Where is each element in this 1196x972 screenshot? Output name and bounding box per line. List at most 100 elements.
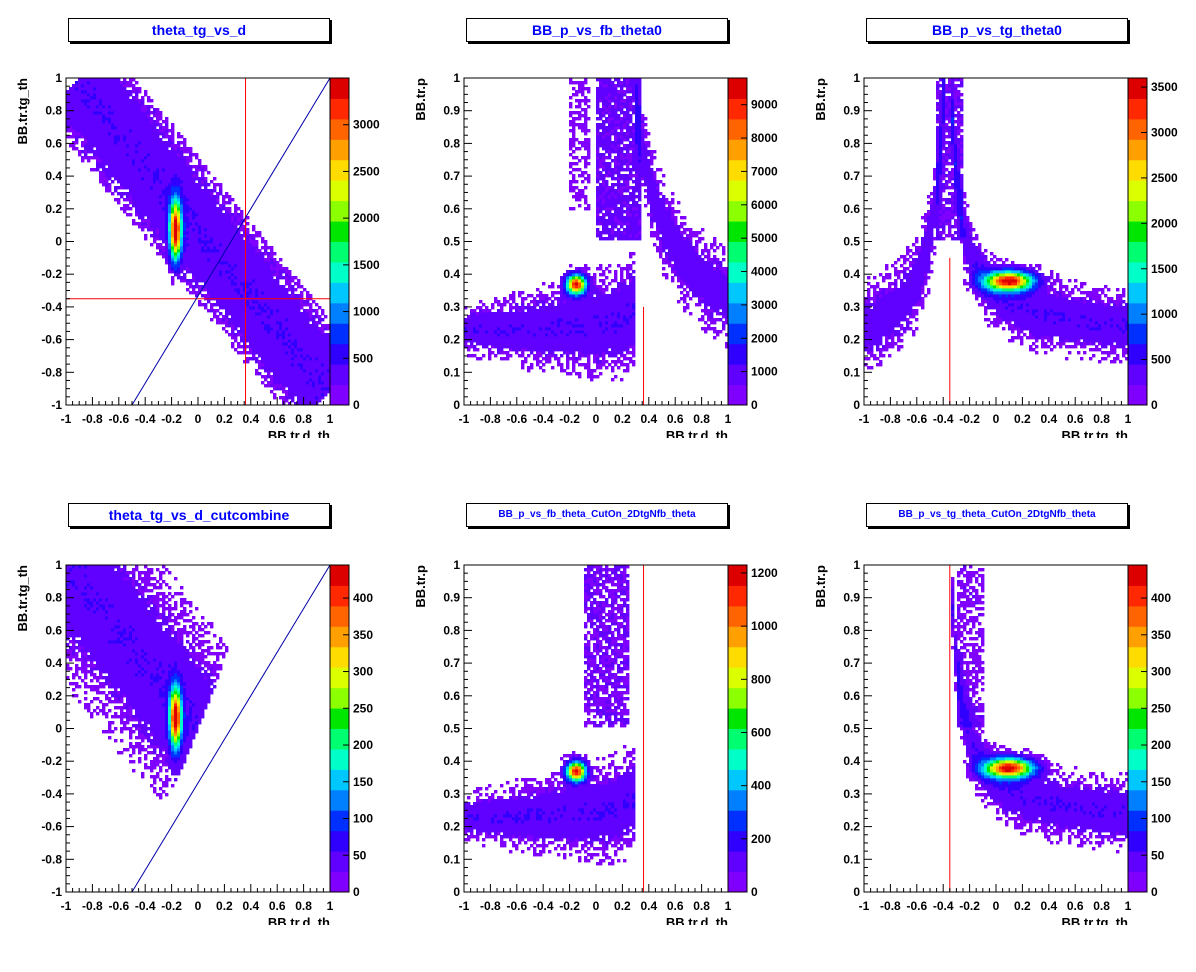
heatmap-cell: [596, 192, 600, 196]
heatmap-cell: [515, 306, 519, 310]
heatmap-cell: [294, 300, 298, 304]
heatmap-cell: [216, 315, 220, 319]
heatmap-cell: [282, 291, 286, 295]
heatmap-cell: [237, 213, 241, 217]
heatmap-cell: [225, 201, 229, 205]
heatmap-cell: [587, 333, 591, 337]
heatmap-cell: [599, 288, 603, 292]
heatmap-cell: [575, 303, 579, 307]
heatmap-cell: [198, 288, 202, 292]
heatmap-cell: [581, 318, 585, 322]
heatmap-cell: [261, 318, 265, 322]
heatmap-cell: [204, 210, 208, 214]
heatmap-cell: [303, 303, 307, 307]
heatmap-cell: [309, 354, 313, 358]
heatmap-cell: [144, 165, 148, 169]
heatmap-cell: [596, 156, 600, 160]
heatmap-cell: [578, 324, 582, 328]
heatmap-cell: [584, 144, 588, 148]
heatmap-cell: [228, 270, 232, 274]
colorbar-frame: [329, 77, 350, 406]
heatmap-cell: [96, 105, 100, 109]
heatmap-cell: [527, 342, 531, 346]
heatmap-cell: [542, 297, 546, 301]
heatmap-cell: [590, 279, 594, 283]
heatmap-cell: [201, 222, 205, 226]
colorbar-band: [330, 282, 349, 294]
heatmap-cell: [297, 327, 301, 331]
heatmap-cell: [240, 309, 244, 313]
heatmap-cell: [318, 342, 322, 346]
heatmap-cell: [249, 312, 253, 316]
heatmap-cell: [231, 279, 235, 283]
heatmap-cell: [575, 198, 579, 202]
heatmap-cell: [123, 153, 127, 157]
heatmap-cell: [198, 198, 202, 202]
heatmap-cell: [207, 255, 211, 259]
heatmap-cell: [189, 153, 193, 157]
heatmap-cell: [563, 291, 567, 295]
heatmap-cell: [252, 288, 256, 292]
heatmap-cell: [150, 138, 154, 142]
heatmap-cell: [566, 330, 570, 334]
heatmap-cell: [204, 165, 208, 169]
heatmap-cell: [168, 225, 172, 229]
heatmap-cell: [135, 177, 139, 181]
heatmap-cell: [276, 387, 280, 391]
heatmap-cell: [114, 153, 118, 157]
heatmap-cell: [192, 267, 196, 271]
heatmap-cell: [291, 306, 295, 310]
heatmap-cell: [183, 249, 187, 253]
heatmap-cell: [183, 141, 187, 145]
heatmap-cell: [90, 129, 94, 133]
heatmap-cell: [506, 342, 510, 346]
heatmap-cell: [264, 273, 268, 277]
heatmap-cell: [108, 177, 112, 181]
heatmap-cell: [147, 168, 151, 172]
heatmap-cell: [273, 372, 277, 376]
heatmap-cell: [599, 366, 603, 370]
heatmap-cell: [491, 333, 495, 337]
heatmap-cell: [84, 102, 88, 106]
heatmap-cell: [207, 189, 211, 193]
heatmap-cell: [276, 342, 280, 346]
heatmap-cell: [581, 279, 585, 283]
heatmap-cell: [141, 225, 145, 229]
heatmap-cell: [500, 330, 504, 334]
heatmap-cell: [276, 375, 280, 379]
heatmap-cell: [246, 237, 250, 241]
heatmap-cell: [593, 324, 597, 328]
heatmap-cell: [294, 345, 298, 349]
heatmap-cell: [252, 255, 256, 259]
heatmap-cell: [183, 144, 187, 148]
heatmap-cell: [491, 330, 495, 334]
heatmap-cell: [207, 183, 211, 187]
heatmap-cell: [578, 84, 582, 88]
heatmap-cell: [587, 279, 591, 283]
heatmap-cell: [168, 261, 172, 265]
heatmap-cell: [210, 234, 214, 238]
heatmap-cell: [216, 321, 220, 325]
heatmap-cell: [237, 219, 241, 223]
heatmap-cell: [225, 285, 229, 289]
heatmap-cell: [324, 327, 328, 331]
heatmap-cell: [488, 333, 492, 337]
heatmap-cell: [303, 315, 307, 319]
heatmap-cell: [315, 321, 319, 325]
heatmap-cell: [198, 195, 202, 199]
heatmap-cell: [500, 312, 504, 316]
heatmap-cell: [282, 267, 286, 271]
heatmap-cell: [114, 135, 118, 139]
heatmap-cell: [165, 150, 169, 154]
heatmap-cell: [488, 342, 492, 346]
heatmap-cell: [512, 312, 516, 316]
heatmap-cell: [575, 318, 579, 322]
heatmap-cell: [548, 354, 552, 358]
heatmap-cell: [99, 132, 103, 136]
heatmap-cell: [138, 105, 142, 109]
heatmap-cell: [162, 222, 166, 226]
heatmap-cell: [306, 324, 310, 328]
colorbar-band: [330, 118, 349, 130]
heatmap-cell: [135, 132, 139, 136]
heatmap-cell: [587, 147, 591, 151]
